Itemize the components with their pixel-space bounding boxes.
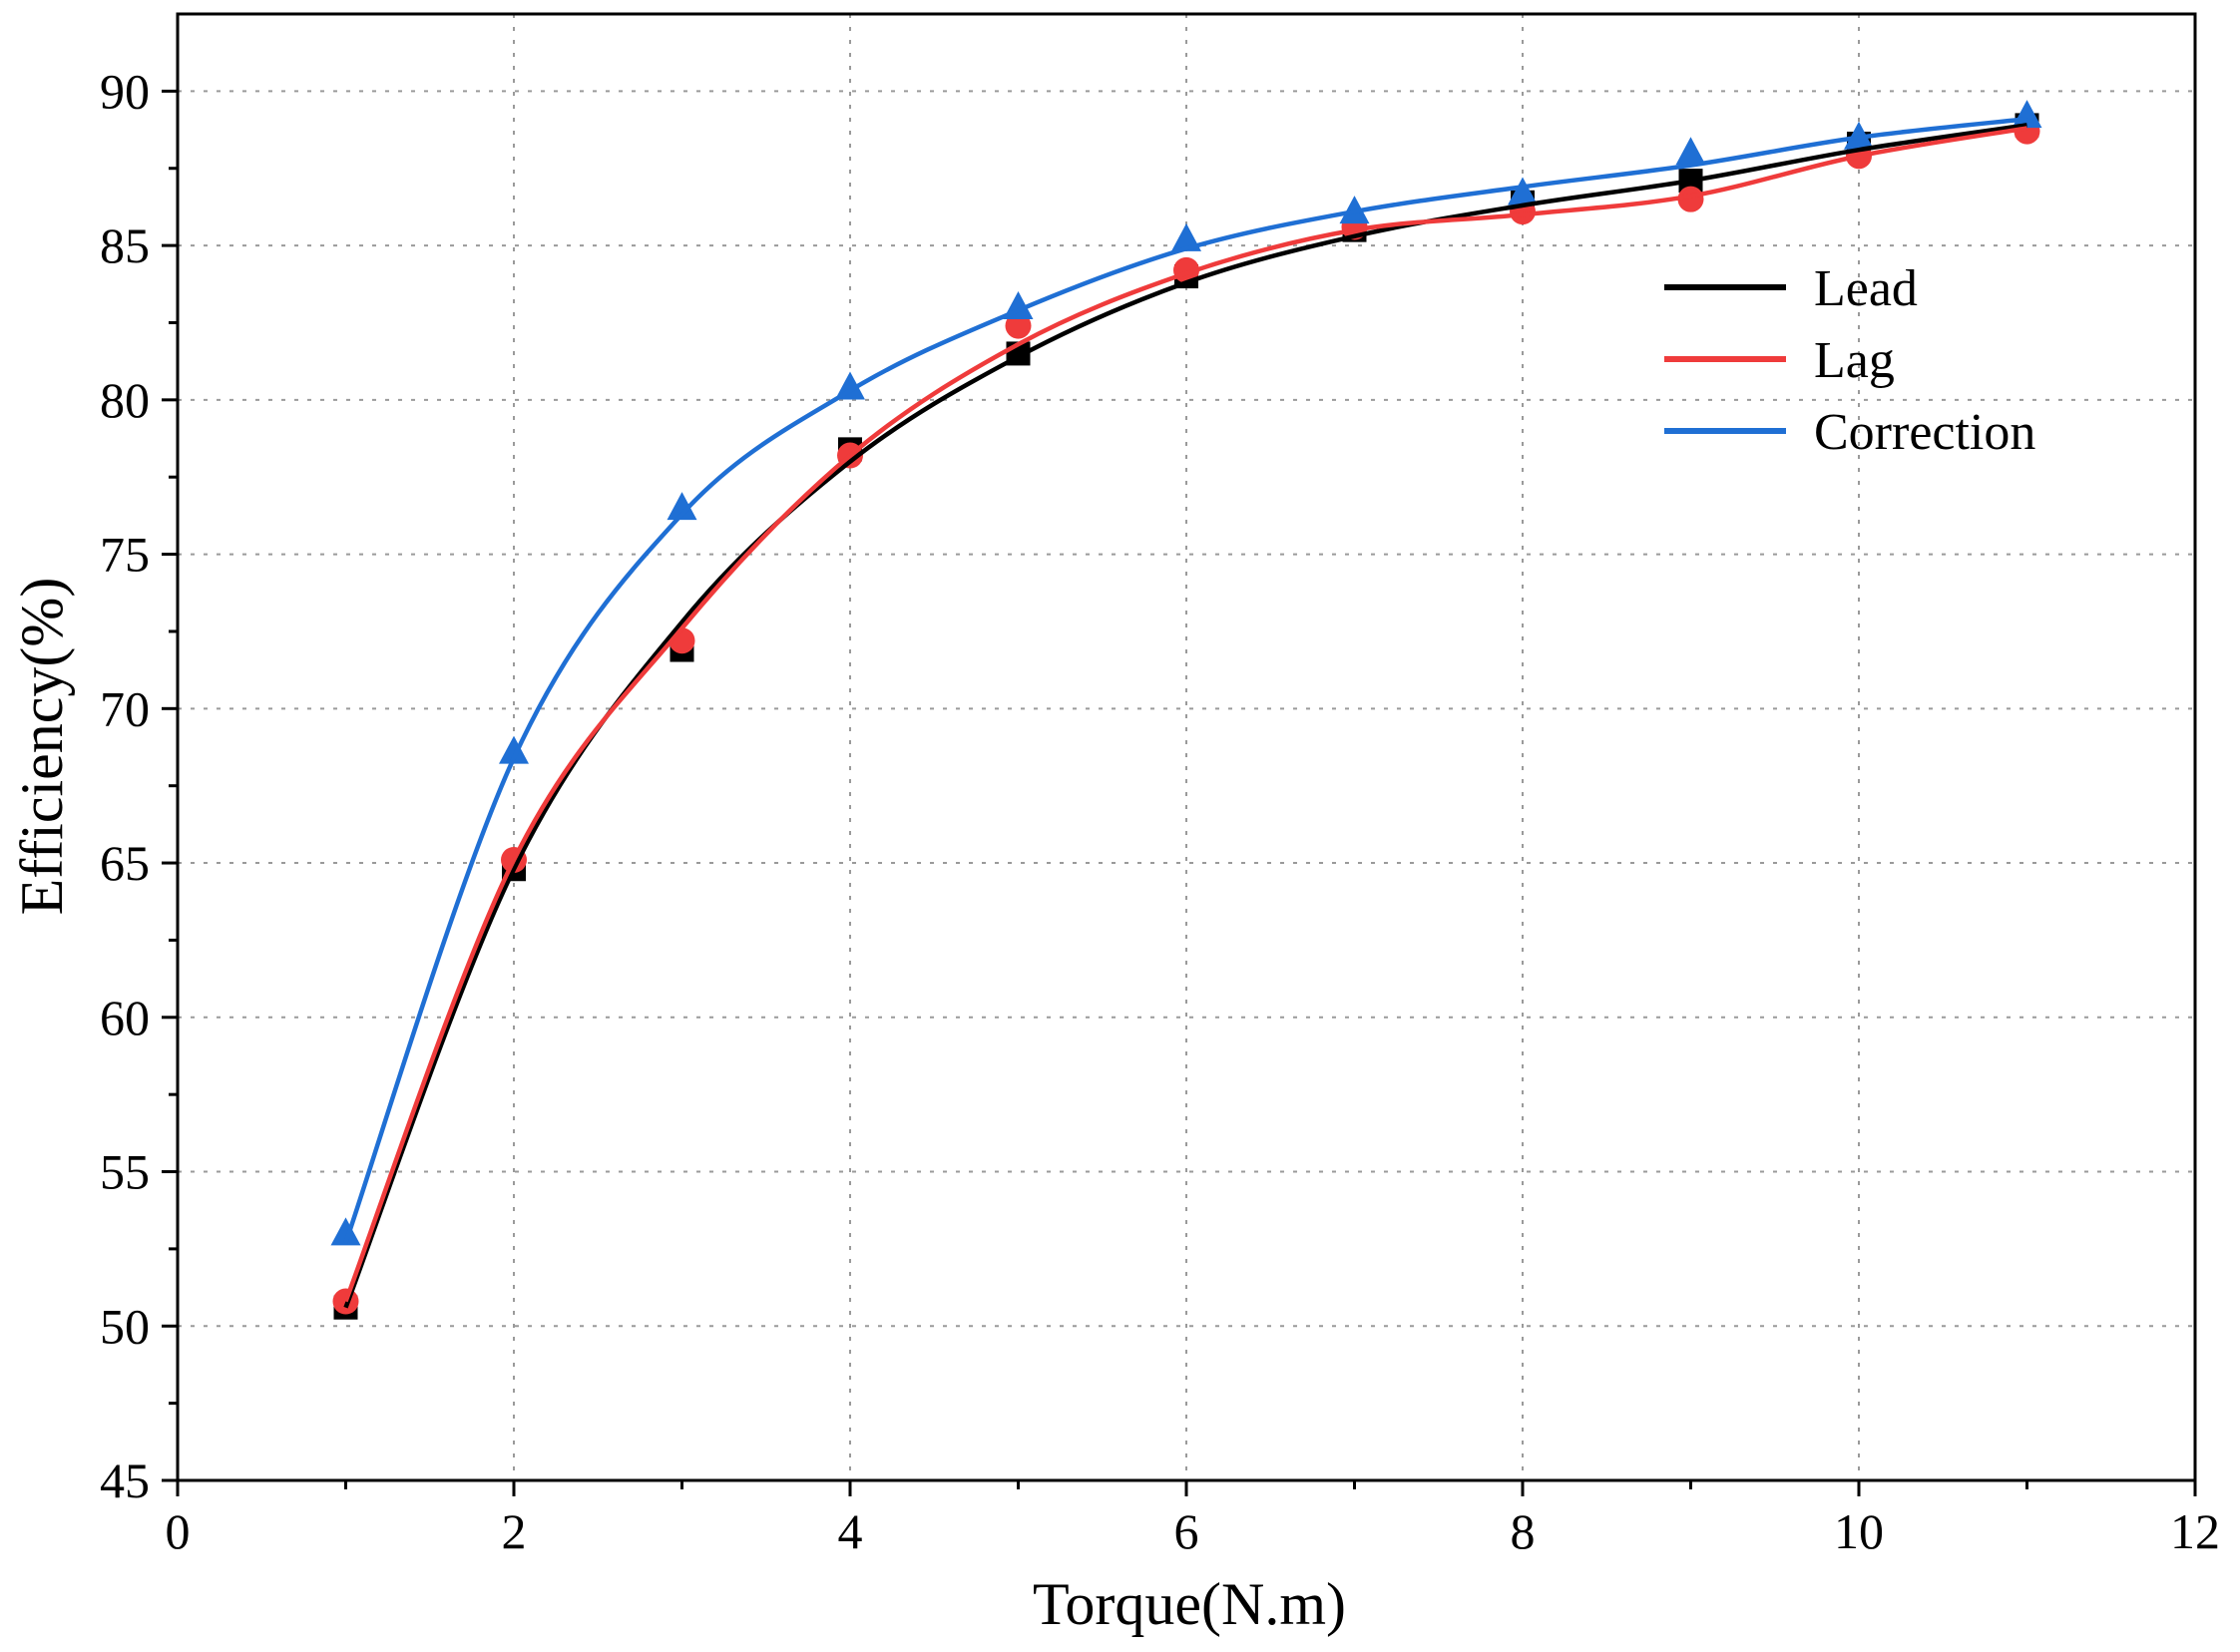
correction-point [1508, 177, 1538, 206]
x-tick-label: 6 [1174, 1503, 1199, 1559]
y-tick-label: 70 [100, 680, 150, 736]
series [330, 100, 2042, 1320]
axes: 0 2 4 6 8 10 12 45 50 55 60 65 70 75 80 85 90 [100, 12, 2220, 1559]
correction-point [499, 735, 529, 764]
lead-line [343, 123, 2027, 1309]
x-tick-label: 4 [838, 1503, 863, 1559]
y-tick-label: 45 [100, 1452, 150, 1508]
y-tick-label: 85 [100, 217, 150, 273]
correction-point [1675, 137, 1706, 166]
y-tick-label: 50 [100, 1298, 150, 1354]
y-tick-label: 60 [100, 990, 150, 1045]
lag-point [1005, 312, 1032, 339]
x-axis-title: Torque(N.m) [1033, 1571, 1346, 1637]
legend-label-correction: Correction [1814, 404, 2035, 461]
correction-point [330, 1217, 361, 1246]
grid [178, 14, 2195, 1480]
y-tick-label: 80 [100, 372, 150, 428]
y-tick-label: 75 [100, 527, 150, 583]
legend-label-lead: Lead [1814, 260, 1918, 317]
y-axis-title: Efficiency(%) [9, 578, 75, 916]
x-tick-label: 2 [502, 1503, 527, 1559]
legend: Lead Lag Correction [1664, 260, 2035, 461]
legend-label-lag: Lag [1814, 332, 1895, 389]
x-tick-label: 12 [2170, 1503, 2220, 1559]
y-tick-label: 90 [100, 63, 150, 119]
correction-point [667, 492, 697, 521]
y-tick-label: 55 [100, 1144, 150, 1200]
correction-line [343, 116, 2027, 1244]
y-tick-label: 65 [100, 835, 150, 891]
x-tick-label: 0 [166, 1503, 191, 1559]
lag-line [343, 126, 2027, 1303]
x-tick-label: 10 [1834, 1503, 1884, 1559]
x-tick-label: 8 [1511, 1503, 1536, 1559]
